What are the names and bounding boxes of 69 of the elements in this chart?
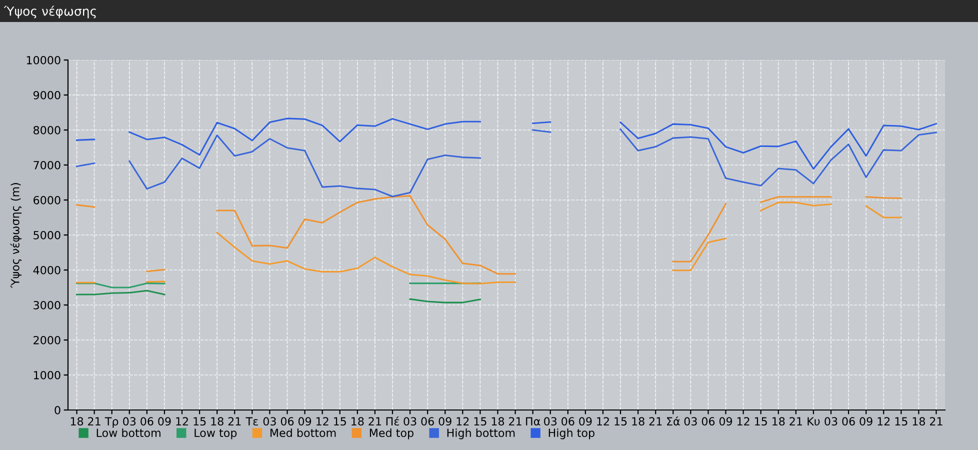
x-tick-label: 15 [474, 417, 486, 426]
x-tick-label: 21 [228, 417, 241, 426]
x-tick-label: 03 [684, 417, 697, 426]
chart-title: Ύψος νέφωσης [4, 6, 96, 18]
x-tick-label: 12 [456, 417, 469, 426]
y-tick-label: 3000 [34, 300, 60, 310]
x-tick-label: 09 [158, 417, 171, 426]
x-tick-label: 15 [754, 417, 767, 426]
x-tick-label: 12 [316, 417, 328, 426]
x-tick-label: 21 [509, 417, 522, 426]
x-tick-label: 15 [895, 417, 908, 426]
legend-label: Low top [194, 428, 237, 440]
x-tick-label: 06 [842, 417, 855, 426]
x-tick-label: 12 [878, 417, 890, 426]
x-tick-label: 06 [702, 417, 715, 426]
y-tick-label: 9000 [33, 90, 60, 100]
y-tick-label: 8000 [34, 126, 60, 134]
x-tick-label: 18 [492, 417, 504, 426]
y-tick-label: 4000 [33, 266, 60, 274]
x-tick-label: 21 [790, 417, 802, 426]
x-tick-label: 18 [772, 417, 785, 426]
x-tick-label: 09 [438, 417, 452, 426]
x-tick-label: 06 [280, 417, 294, 426]
x-tick-label: Πα [526, 417, 540, 426]
y-tick-label: 6000 [34, 196, 60, 204]
x-tick-label: 18 [912, 417, 925, 426]
legend-label: High top [548, 428, 594, 440]
legend-label: Med bottom [270, 428, 336, 438]
x-tick-label: 03 [404, 417, 416, 426]
y-tick-label: 1000 [34, 370, 60, 380]
x-tick-label: 06 [562, 417, 574, 426]
x-tick-label: 21 [649, 417, 662, 426]
x-tick-label: Τρ [104, 417, 118, 428]
x-tick-label: 06 [140, 417, 154, 426]
x-tick-label: 03 [123, 417, 136, 426]
x-tick-label: Σά [667, 416, 680, 426]
x-tick-label: 06 [421, 417, 434, 426]
x-tick-label: Τε [246, 417, 258, 426]
x-tick-label: Πέ [386, 416, 399, 426]
y-tick-label: 2000 [34, 336, 60, 344]
y-tick-label: 5000 [34, 230, 60, 240]
x-tick-label: 09 [860, 417, 872, 426]
legend-label: High bottom [447, 428, 515, 440]
y-axis-title: Ύψος νέφωσης (m) [10, 183, 22, 288]
y-tick-label: 0 [54, 406, 60, 414]
x-tick-label: 15 [614, 417, 627, 426]
x-tick-label: 03 [263, 417, 276, 426]
x-tick-label: 09 [298, 417, 312, 426]
legend-label: Low bottom [96, 428, 160, 438]
x-tick-label: 18 [352, 417, 364, 426]
x-tick-label: Κυ [808, 417, 820, 426]
x-tick-label: 12 [737, 417, 750, 426]
x-tick-label: 15 [334, 417, 346, 426]
y-tick-label: 10000 [26, 56, 60, 64]
y-tick-label: 7000 [34, 160, 60, 170]
x-tick-label: 03 [824, 417, 838, 426]
x-tick-label: 18 [70, 417, 84, 426]
x-tick-label: 12 [597, 417, 609, 426]
x-tick-label: 03 [544, 417, 557, 426]
x-tick-label: 18 [632, 417, 644, 426]
x-tick-label: 15 [194, 417, 206, 426]
x-tick-label: 09 [579, 417, 592, 426]
x-tick-label: 21 [930, 417, 942, 426]
legend-label: Med top [370, 428, 414, 440]
x-tick-label: 21 [88, 417, 100, 426]
x-tick-label: 09 [719, 417, 732, 426]
x-tick-label: 18 [211, 417, 224, 426]
x-tick-label: 12 [176, 417, 188, 426]
x-tick-label: 21 [368, 417, 381, 426]
